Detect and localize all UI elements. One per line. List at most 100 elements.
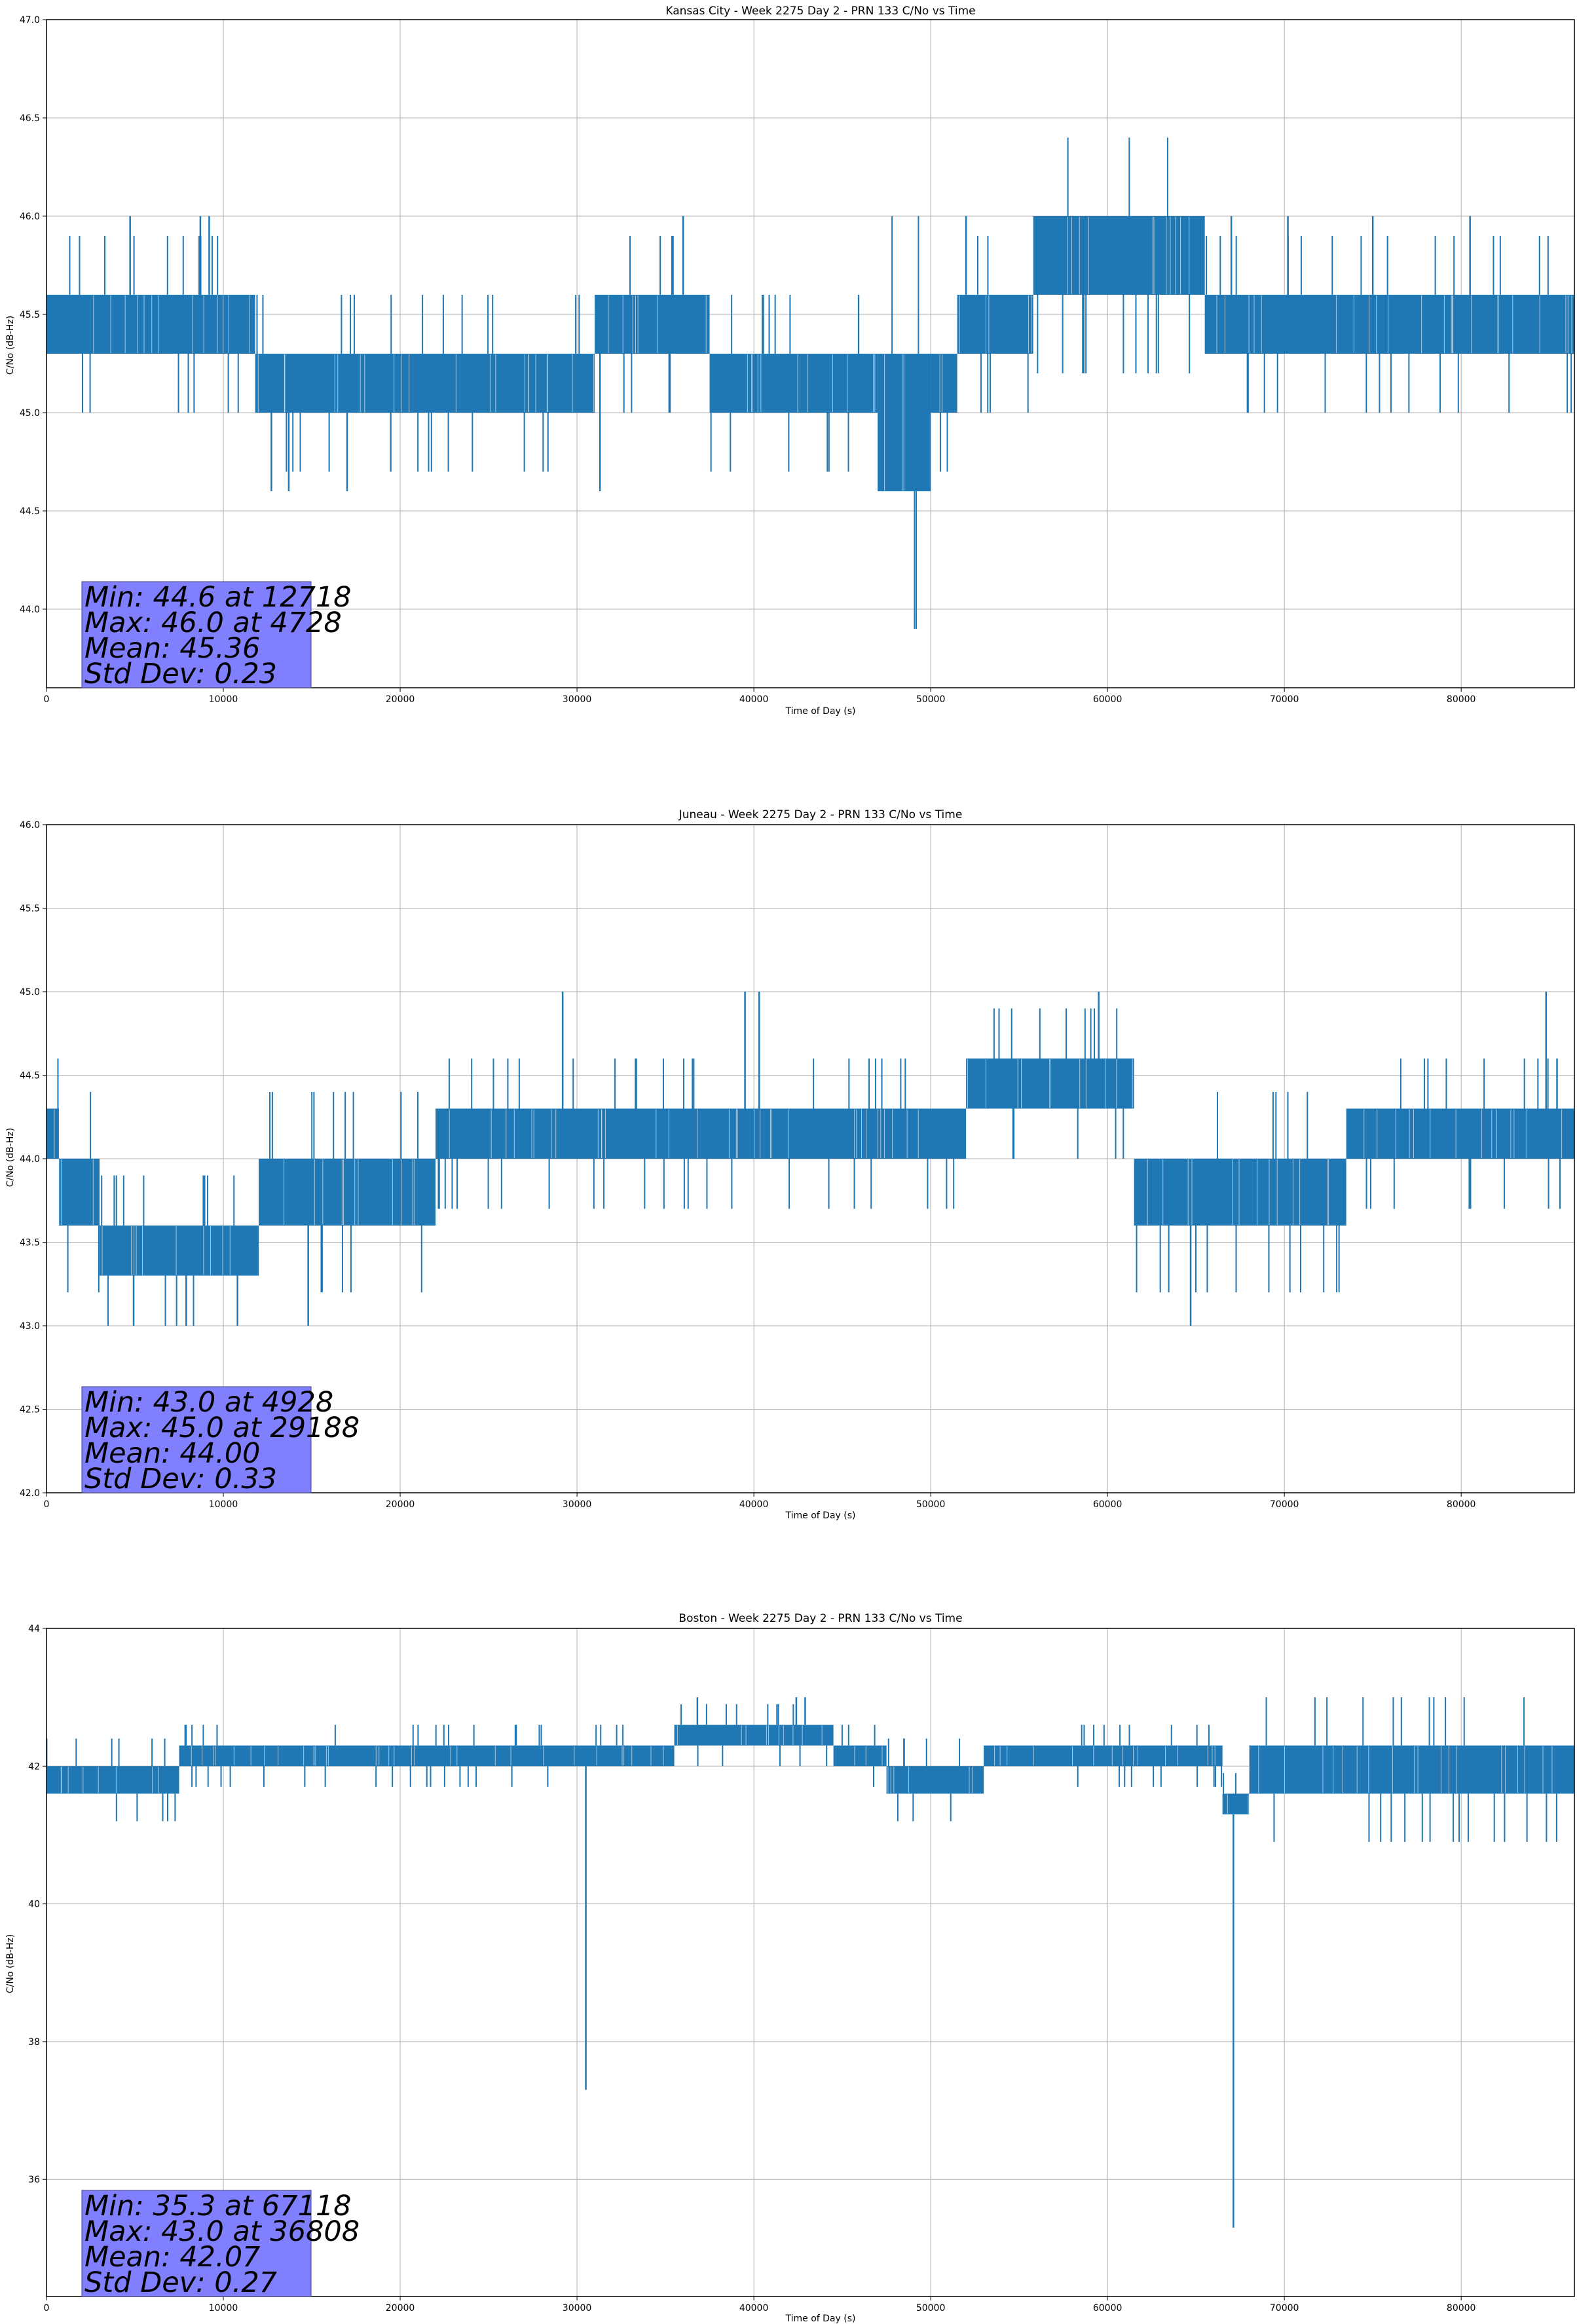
x-tick-label: 70000 [1270, 2303, 1299, 2314]
y-tick-label: 44.0 [20, 1154, 40, 1165]
x-tick-label: 40000 [739, 1499, 769, 1510]
stats-text: Mean: 45.36 [84, 632, 260, 665]
stats-box-background [81, 1386, 312, 1493]
stats-text: Min: 44.6 at 12718 [84, 581, 352, 614]
data-band [984, 1745, 1223, 1767]
data-band [833, 1745, 887, 1767]
y-tick-label: 45.5 [20, 904, 40, 914]
stats-box-background [81, 2190, 312, 2297]
data-band [1346, 1108, 1574, 1159]
data-band [674, 1725, 834, 1746]
data-band [436, 1108, 967, 1159]
x-tick-label: 70000 [1270, 694, 1299, 705]
y-tick-label: 47.0 [20, 15, 40, 26]
y-axis-label: C/No (dB-Hz) [5, 1128, 16, 1187]
data-band [46, 1108, 59, 1159]
data-band [58, 1159, 100, 1226]
data-band [878, 354, 931, 491]
data-band [957, 295, 1033, 354]
y-tick-label: 42.5 [20, 1405, 40, 1415]
stats-text: Mean: 42.07 [84, 2241, 260, 2274]
x-tick-label: 50000 [916, 1499, 946, 1510]
x-axis-ticks: 0 10000 20000 30000 40000 50000 60000 70000 8000… [44, 2296, 1476, 2314]
x-tick-label: 60000 [1093, 694, 1122, 705]
data-band [1249, 1745, 1574, 1794]
stats-text: Std Dev: 0.27 [84, 2266, 277, 2299]
subplot-kansas-city: Kansas City - Week 2275 Day 2 - PRN 133 … [5, 5, 1575, 717]
y-tick-label: 44.0 [20, 605, 40, 615]
x-tick-label: 40000 [739, 2303, 769, 2314]
data-band [886, 1766, 984, 1794]
y-axis-ticks: 36 38 40 42 44 [28, 1624, 46, 2185]
x-tick-label: 0 [44, 2303, 50, 2314]
y-tick-label: 40 [28, 1900, 40, 1910]
x-tick-label: 50000 [916, 694, 946, 705]
plot-frame [46, 19, 1575, 688]
x-tick-label: 0 [44, 694, 50, 705]
data-band [931, 354, 957, 413]
x-tick-label: 30000 [563, 1499, 592, 1510]
stats-text: Std Dev: 0.23 [84, 658, 277, 690]
data-band [1033, 216, 1205, 295]
x-tick-label: 60000 [1093, 1499, 1122, 1510]
y-tick-label: 43.0 [20, 1321, 40, 1332]
x-tick-label: 20000 [386, 2303, 415, 2314]
data-band [100, 1226, 259, 1276]
y-tick-label: 44.5 [20, 1071, 40, 1081]
plot-frame [46, 1628, 1575, 2297]
y-tick-label: 44 [28, 1624, 40, 1634]
data-band [255, 354, 595, 413]
y-tick-label: 46.0 [20, 820, 40, 831]
y-tick-label: 43.5 [20, 1238, 40, 1248]
y-axis-ticks: 44.0 44.5 45.0 45.5 46.0 46.5 47.0 [20, 15, 46, 615]
x-axis-ticks: 0 10000 20000 30000 40000 50000 60000 70000 8000… [44, 1493, 1475, 1510]
x-tick-label: 10000 [209, 694, 238, 705]
y-tick-label: 44.5 [20, 506, 40, 517]
chart-title: Juneau - Week 2275 Day 2 - PRN 133 C/No … [678, 808, 963, 821]
y-tick-label: 36 [28, 2175, 40, 2185]
y-axis-label: C/No (dB-Hz) [5, 316, 16, 375]
chart-title: Boston - Week 2275 Day 2 - PRN 133 C/No … [678, 1612, 962, 1625]
stats-text: Max: 43.0 at 36808 [84, 2215, 360, 2248]
y-tick-label: 42 [28, 1761, 40, 1772]
series-cno [46, 138, 1574, 629]
data-band [595, 295, 710, 354]
subplot-juneau: Juneau - Week 2275 Day 2 - PRN 133 C/No … [5, 808, 1575, 1521]
x-tick-label: 30000 [563, 2303, 592, 2314]
x-tick-label: 50000 [916, 2303, 946, 2314]
subplot-boston: Boston - Week 2275 Day 2 - PRN 133 C/No … [5, 1612, 1575, 2324]
y-axis-ticks: 42.0 42.5 43.0 43.5 44.0 44.5 45.0 45.5 46.0 [20, 820, 46, 1499]
y-tick-label: 46.0 [20, 212, 40, 222]
data-band [46, 295, 255, 354]
x-tick-label: 20000 [386, 694, 415, 705]
y-tick-label: 45.0 [20, 987, 40, 998]
stats-text: Max: 45.0 at 29188 [84, 1412, 360, 1444]
y-axis-label: C/No (dB-Hz) [5, 1934, 16, 1993]
y-tick-label: 45.0 [20, 408, 40, 419]
data-band [1204, 295, 1574, 354]
x-axis-label: Time of Day (s) [785, 2314, 856, 2324]
data-band [709, 354, 878, 413]
data-band [259, 1159, 436, 1226]
y-tick-label: 45.5 [20, 310, 40, 320]
x-tick-label: 10000 [209, 2303, 238, 2314]
data-band [1222, 1793, 1250, 1814]
stats-text: Min: 35.3 at 67118 [84, 2190, 352, 2222]
x-tick-label: 80000 [1447, 2303, 1476, 2314]
x-tick-label: 80000 [1447, 694, 1476, 705]
stats-box-background [81, 581, 312, 688]
x-tick-label: 40000 [739, 694, 769, 705]
y-tick-label: 42.0 [20, 1488, 40, 1499]
y-tick-label: 38 [28, 2037, 40, 2048]
y-tick-label: 46.5 [20, 113, 40, 124]
x-axis-label: Time of Day (s) [785, 1510, 856, 1521]
x-tick-label: 20000 [386, 1499, 415, 1510]
x-axis-label: Time of Day (s) [785, 706, 856, 717]
stats-text: Max: 46.0 at 4728 [84, 607, 342, 639]
data-band [179, 1745, 675, 1767]
x-tick-label: 30000 [563, 694, 592, 705]
